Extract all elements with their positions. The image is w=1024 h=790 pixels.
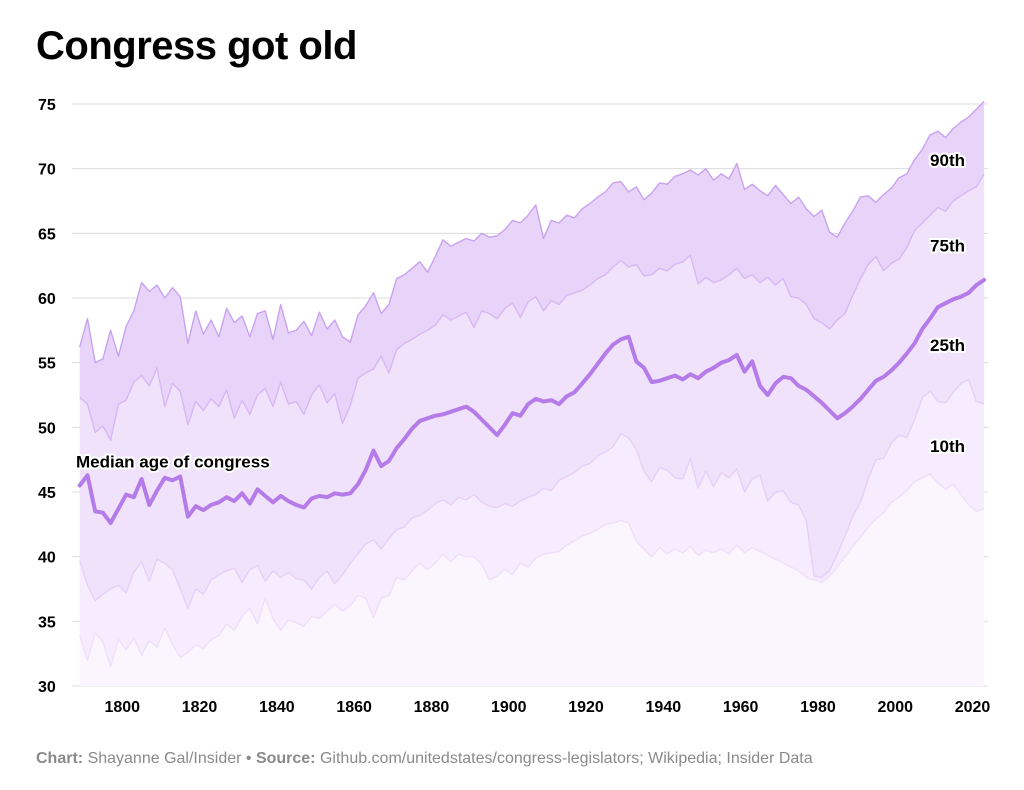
percentile-lines (77, 100, 987, 668)
source-label: Source: (255, 750, 316, 767)
series-label-10th: 10th (930, 437, 965, 456)
y-tick-label-35: 35 (38, 614, 56, 631)
band-90th-75th (79, 101, 985, 441)
x-tick-label-1920: 1920 (568, 699, 604, 716)
line-25th-percentile (79, 378, 985, 610)
band-25th-10th (79, 379, 985, 667)
y-tick-label-55: 55 (38, 356, 56, 373)
series-labels: 90th 75th 25th 10th Median age of congress (74, 149, 967, 473)
line-90th-percentile (79, 100, 985, 364)
band-10th-base (79, 473, 985, 686)
x-tick-label-1840: 1840 (259, 699, 295, 716)
line-median-age (77, 277, 987, 525)
x-tick-label-1860: 1860 (336, 699, 372, 716)
x-tick-label-1880: 1880 (414, 699, 450, 716)
series-label-25th: 25th (930, 336, 965, 355)
x-tick-label-2020: 2020 (955, 699, 991, 716)
x-tick-label-1900: 1900 (491, 699, 527, 716)
chart-canvas: 30 35 40 45 50 55 60 65 70 75 1800 1820 1840 1860 188… (38, 97, 990, 716)
x-tick-label-1940: 1940 (646, 699, 682, 716)
y-tick-label-75: 75 (38, 97, 56, 114)
line-10th-percentile (79, 473, 985, 668)
y-tick-label-45: 45 (38, 485, 56, 502)
y-tick-label-65: 65 (38, 226, 56, 243)
x-tick-label-2000: 2000 (877, 699, 913, 716)
annotation-median-age: Median age of congress (76, 452, 270, 471)
x-tick-label-1980: 1980 (800, 699, 836, 716)
footer-separator: • (241, 750, 256, 767)
series-label-75th: 75th (930, 236, 965, 255)
percentile-bands (79, 101, 985, 686)
line-75th-percentile (79, 173, 985, 441)
y-tick-label-30: 30 (38, 679, 56, 696)
source-text: Github.com/unitedstates/congress-legisla… (319, 750, 813, 767)
x-tick-label-1800: 1800 (104, 699, 140, 716)
x-tick-label-1960: 1960 (723, 699, 759, 716)
band-75th-25th (79, 173, 985, 609)
chart-title: Congress got old (36, 24, 357, 68)
y-tick-label-70: 70 (38, 162, 56, 179)
y-tick-label-60: 60 (38, 291, 56, 308)
series-label-90th: 90th (930, 151, 965, 170)
x-axis-ticks: 1800 1820 1840 1860 1880 1900 1920 1940 1960 1980… (104, 699, 990, 716)
chart-credit-label: Chart: (36, 750, 84, 767)
y-tick-label-50: 50 (38, 420, 56, 437)
y-tick-label-40: 40 (38, 550, 56, 567)
chart-footer: Chart: Shayanne Gal/Insider • Source: Gi… (36, 750, 813, 768)
chart-credit: Shayanne Gal/Insider (87, 750, 242, 767)
y-axis-ticks: 30 35 40 45 50 55 60 65 70 75 (38, 97, 56, 696)
x-tick-label-1820: 1820 (182, 699, 218, 716)
